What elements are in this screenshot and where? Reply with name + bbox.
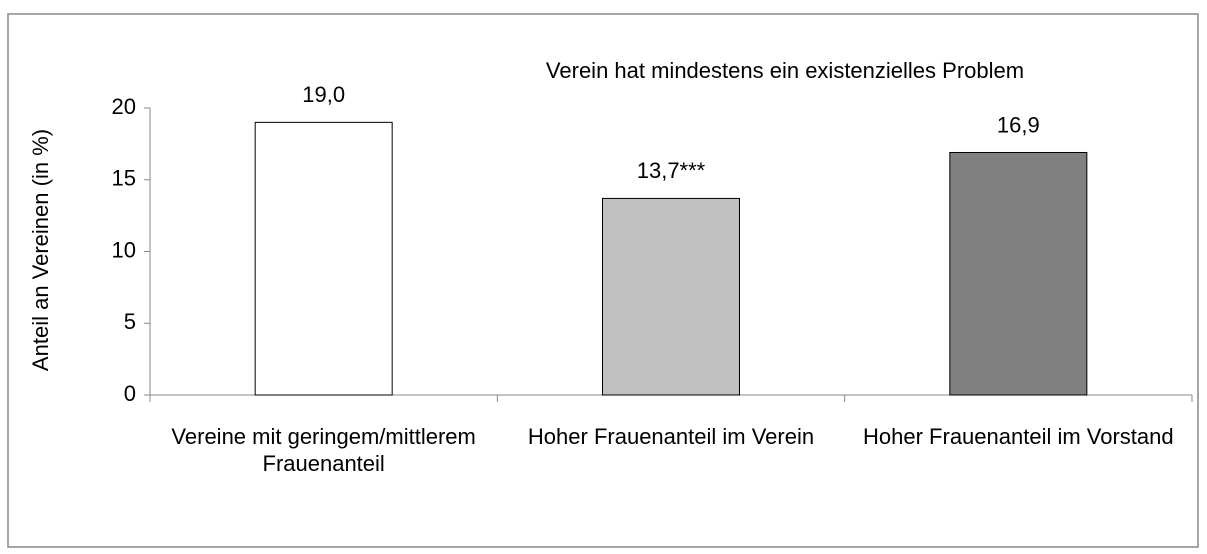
y-tick-label: 10 [112, 237, 136, 262]
y-tick-label: 15 [112, 166, 136, 191]
bar [254, 121, 393, 396]
bar [602, 197, 740, 396]
chart-title: Verein hat mindestens ein existenzielles… [546, 58, 1024, 83]
x-tick-label: Hoher Frauenanteil im Vorstand [863, 424, 1174, 449]
value-label: 19,0 [302, 82, 345, 107]
x-tick-label: Hoher Frauenanteil im Verein [527, 424, 815, 449]
x-tick-label: Vereine mit geringem/mittlerem Frauenant… [171, 424, 476, 476]
y-tick-label: 20 [112, 94, 136, 119]
y-tick-label: 5 [124, 309, 136, 334]
y-tick-label: 0 [124, 381, 136, 406]
value-label: 13,7*** [637, 158, 706, 183]
bar [949, 151, 1088, 396]
value-label: 16,9 [997, 112, 1040, 137]
y-axis-label: Anteil an Vereinen (in %) [28, 129, 53, 371]
